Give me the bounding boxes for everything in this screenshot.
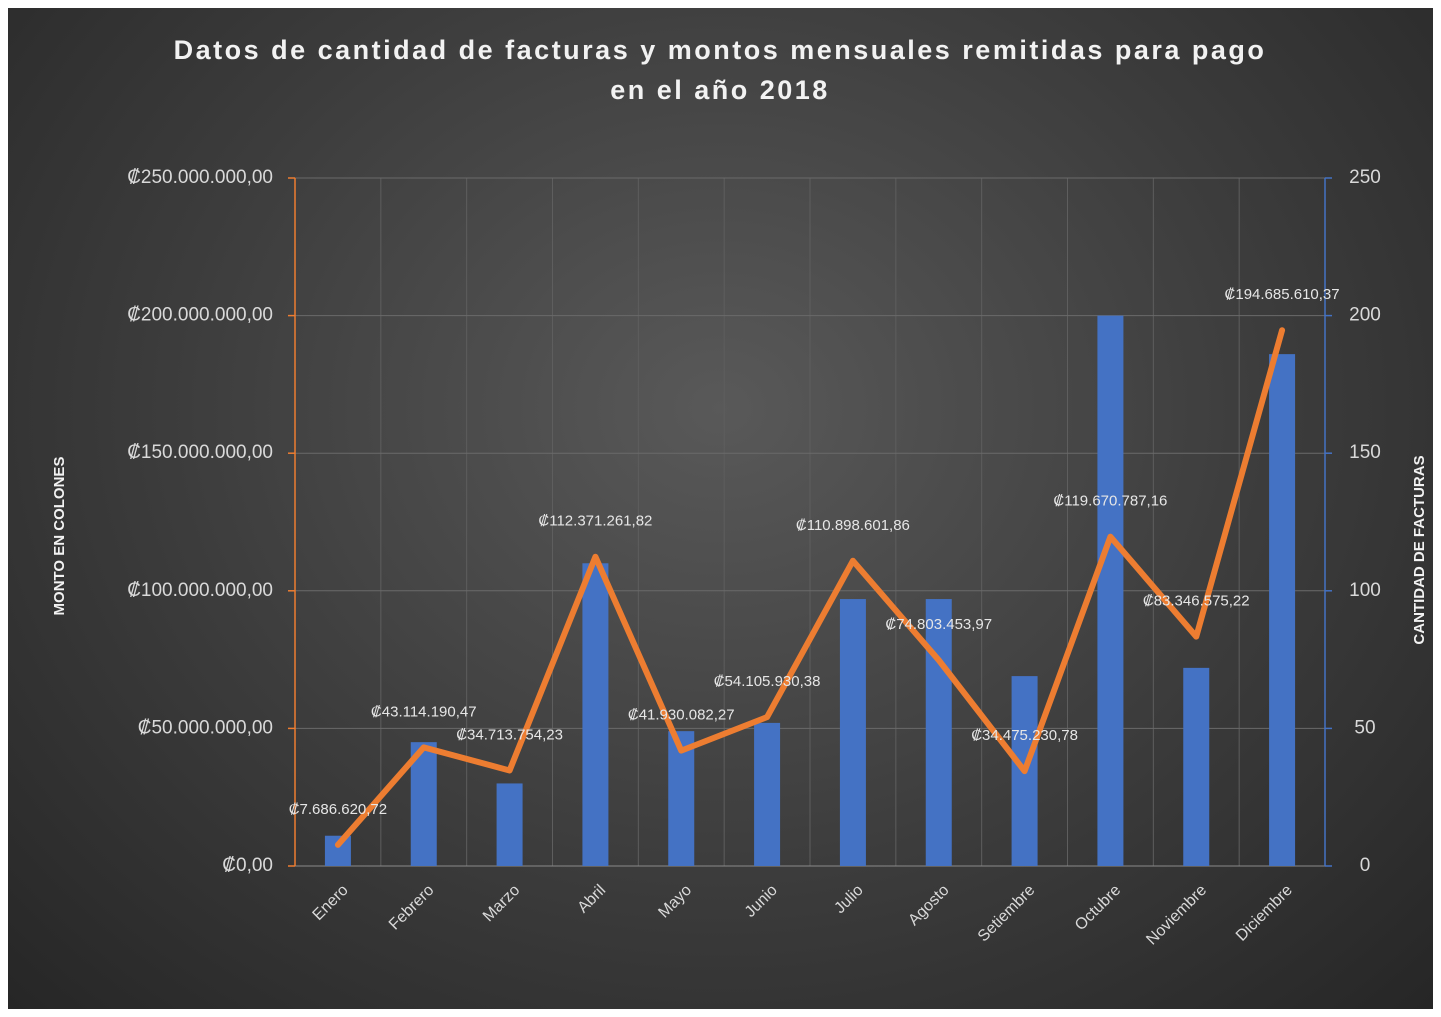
data-label: ₡119.670.787,16: [1053, 493, 1167, 510]
data-label: ₡34.713.754,23: [456, 726, 563, 743]
bar: [496, 783, 523, 866]
data-label: ₡74.803.453,97: [885, 616, 992, 633]
x-tick-label: Junio: [742, 882, 781, 921]
x-tick-label: Octubre: [1072, 882, 1124, 934]
data-label: ₡112.371.261,82: [538, 513, 652, 530]
chart-title: Datos de cantidad de facturas y montos m…: [173, 35, 1267, 105]
y-tick-label: ₡150.000.000,00: [127, 442, 273, 463]
y2-tick-label: 100: [1349, 580, 1381, 601]
data-label: ₡110.898.601,86: [796, 517, 910, 534]
x-tick-label: Agosto: [905, 882, 952, 929]
x-tick-label: Marzo: [480, 882, 524, 926]
data-label: ₡83.346.575,22: [1143, 593, 1250, 610]
data-label: ₡34.475.230,78: [971, 727, 1078, 744]
bar: [582, 563, 609, 866]
y2-tick-label: 200: [1349, 305, 1381, 326]
y-tick-label: ₡0,00: [222, 855, 273, 876]
y-tick-label: ₡250.000.000,00: [127, 167, 273, 188]
data-label: ₡41.930.082,27: [628, 707, 735, 724]
line: [334, 327, 1286, 848]
bar: [324, 835, 351, 866]
bar: [1269, 354, 1296, 866]
x-tick-label: Julio: [831, 882, 866, 917]
bar: [754, 722, 781, 866]
y2-axis-title: CANTIDAD DE FACTURAS: [1411, 455, 1428, 644]
y2-tick-label: 150: [1349, 442, 1381, 463]
x-tick-label: Mayo: [655, 882, 695, 922]
bar: [1097, 315, 1124, 867]
bar: [839, 599, 866, 866]
data-label: ₡7.686.620,72: [289, 801, 387, 818]
y-tick-label: ₡200.000.000,00: [127, 305, 273, 326]
x-tick-label: Abril: [575, 882, 610, 917]
y2-tick-label: 250: [1349, 167, 1381, 188]
y-tick-label: ₡100.000.000,00: [127, 580, 273, 601]
x-tick-label: Noviembre: [1143, 882, 1210, 949]
bar: [410, 742, 437, 866]
y-axis-title: MONTO EN COLONES: [51, 457, 68, 616]
y2-tick-label: 0: [1360, 855, 1371, 876]
x-tick-label: Setiembre: [975, 882, 1039, 946]
bar: [925, 599, 952, 866]
x-tick-label: Diciembre: [1233, 882, 1296, 945]
x-tick-label: Febrero: [386, 882, 438, 934]
y2-tick-label: 50: [1354, 717, 1375, 738]
bar: [668, 731, 695, 866]
data-label: ₡54.105.930,38: [714, 673, 821, 690]
data-label: ₡43.114.190,47: [371, 703, 477, 720]
data-label: ₡194.685.610,37: [1225, 286, 1340, 303]
x-tick-label: Enero: [310, 882, 352, 924]
y-tick-label: ₡50.000.000,00: [138, 717, 273, 738]
bar: [1183, 667, 1210, 866]
